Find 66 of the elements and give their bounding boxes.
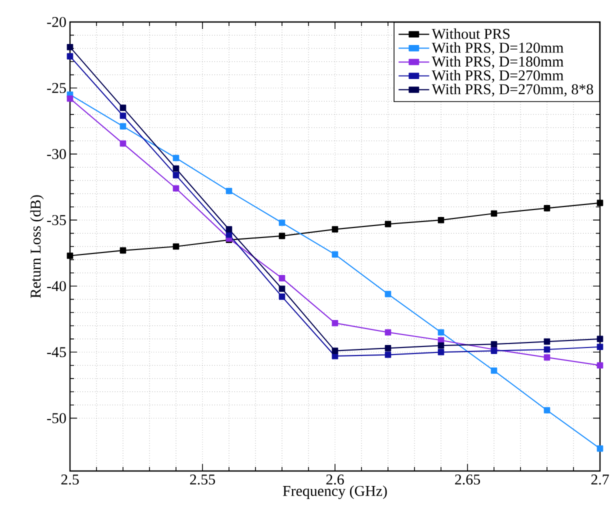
point xyxy=(278,232,286,240)
point xyxy=(490,341,498,348)
point xyxy=(384,290,392,298)
point xyxy=(226,188,232,194)
legend-label: With PRS, D=270mm, 8*8 xyxy=(432,84,594,96)
point xyxy=(438,329,444,336)
point xyxy=(172,154,180,162)
point xyxy=(544,205,550,212)
point xyxy=(596,445,604,452)
point xyxy=(544,338,550,345)
point xyxy=(278,294,286,300)
y-tick-label: -35 xyxy=(47,215,66,226)
point xyxy=(544,354,550,361)
point xyxy=(66,44,74,50)
point xyxy=(384,220,392,228)
point xyxy=(66,95,74,102)
point xyxy=(544,346,550,353)
point xyxy=(384,329,392,336)
y-tick-label: -45 xyxy=(47,347,66,358)
legend-label: Without PRS xyxy=(432,28,510,39)
legend-label: With PRS, D=180mm xyxy=(432,56,564,69)
point xyxy=(172,243,180,250)
point xyxy=(596,200,604,206)
point xyxy=(120,140,126,147)
x-axis-title: Frequency (GHz) xyxy=(282,485,387,500)
point xyxy=(120,104,126,111)
point xyxy=(490,367,498,374)
point xyxy=(226,226,232,232)
x-tick-label: 2.5 xyxy=(61,474,79,485)
point xyxy=(332,251,338,258)
point xyxy=(384,352,392,358)
point xyxy=(544,407,550,414)
point xyxy=(120,247,126,254)
legend-label: With PRS, D=120mm xyxy=(432,42,564,55)
point xyxy=(596,336,604,342)
point xyxy=(172,165,180,172)
y-tick-label: -40 xyxy=(47,281,66,292)
y-tick-label: -20 xyxy=(47,16,66,28)
point xyxy=(66,252,74,259)
point xyxy=(332,226,338,232)
point xyxy=(120,123,126,130)
point xyxy=(278,220,286,226)
point xyxy=(332,348,338,354)
y-axis-title: Return Loss (dB) xyxy=(30,195,44,298)
point xyxy=(438,216,444,224)
y-tick-label: -50 xyxy=(47,413,66,424)
y-tick-label: -30 xyxy=(47,149,66,160)
point xyxy=(596,344,604,350)
point xyxy=(172,185,180,192)
point xyxy=(438,348,444,356)
point xyxy=(120,112,126,119)
point xyxy=(596,362,604,369)
x-tick-label: 2.55 xyxy=(190,474,215,485)
y-tick-label: -25 xyxy=(47,83,66,94)
x-tick-label: 2.7 xyxy=(591,474,609,485)
point xyxy=(438,342,444,349)
point xyxy=(332,320,338,326)
legend-label: With PRS, D=270mm xyxy=(432,70,564,83)
point xyxy=(278,286,286,292)
x-tick-label: 2.65 xyxy=(455,474,480,485)
x-tick-label: 2.6 xyxy=(326,474,344,485)
point xyxy=(66,53,74,60)
point xyxy=(278,275,286,282)
point xyxy=(384,345,392,352)
point xyxy=(172,172,180,178)
point xyxy=(490,210,498,217)
